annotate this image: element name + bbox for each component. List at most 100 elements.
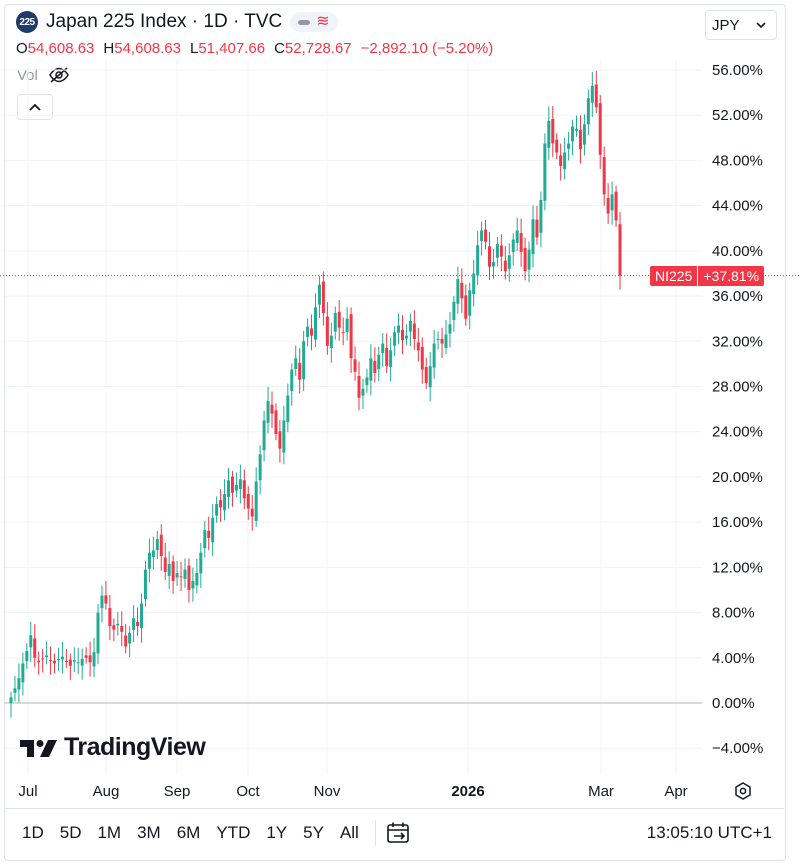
candle[interactable] xyxy=(72,647,76,673)
candle[interactable] xyxy=(507,243,511,282)
candle[interactable] xyxy=(594,70,598,114)
candle[interactable] xyxy=(503,245,507,280)
candle[interactable] xyxy=(227,467,230,509)
candle[interactable] xyxy=(167,551,171,590)
candle[interactable] xyxy=(310,314,314,351)
candle[interactable] xyxy=(361,378,365,410)
candle[interactable] xyxy=(120,611,124,647)
price-chart[interactable]: 56.00% 52.00% 48.00% 44.00% 40.00% 36.00% 32.0… xyxy=(0,0,800,808)
candle[interactable] xyxy=(436,331,440,350)
candle[interactable] xyxy=(432,330,436,379)
candle[interactable] xyxy=(567,131,571,161)
candle[interactable] xyxy=(298,348,302,394)
candle[interactable] xyxy=(159,524,163,571)
candle[interactable] xyxy=(37,651,41,675)
candle[interactable] xyxy=(428,351,432,402)
candle[interactable] xyxy=(254,467,258,527)
candle[interactable] xyxy=(29,621,33,663)
candle[interactable] xyxy=(602,146,606,206)
candle[interactable] xyxy=(527,241,531,283)
candle[interactable] xyxy=(547,106,551,160)
candle[interactable] xyxy=(60,641,64,674)
chart-settings-icon[interactable] xyxy=(734,782,752,800)
candle[interactable] xyxy=(416,328,420,362)
candle[interactable] xyxy=(171,555,175,594)
candle[interactable] xyxy=(112,618,116,642)
candle[interactable] xyxy=(187,558,191,603)
candle[interactable] xyxy=(84,647,88,664)
range-button-1y[interactable]: 1Y xyxy=(266,823,288,842)
candle[interactable] xyxy=(132,605,136,642)
candle[interactable] xyxy=(199,543,203,589)
candle[interactable] xyxy=(424,357,428,389)
candle[interactable] xyxy=(286,383,290,433)
clock-time[interactable]: 13:05:10 UTC+1 xyxy=(646,823,772,842)
range-button-3m[interactable]: 3M xyxy=(137,823,161,842)
candle[interactable] xyxy=(195,558,199,594)
candle[interactable] xyxy=(606,183,610,224)
candle[interactable] xyxy=(155,530,159,560)
candle[interactable] xyxy=(515,217,519,251)
candle[interactable] xyxy=(610,181,614,225)
candle[interactable] xyxy=(80,648,84,680)
candle[interactable] xyxy=(586,89,590,136)
range-button-5d[interactable]: 5D xyxy=(59,823,82,842)
candle[interactable] xyxy=(68,653,72,681)
candle[interactable] xyxy=(408,313,412,347)
range-button-1m[interactable]: 1M xyxy=(97,823,122,842)
tradingview-logo[interactable]: TradingView xyxy=(20,733,206,762)
candle[interactable] xyxy=(258,445,262,495)
candle[interactable] xyxy=(108,595,112,641)
candle[interactable] xyxy=(488,231,491,280)
candle[interactable] xyxy=(13,675,17,702)
candle[interactable] xyxy=(412,310,416,350)
symbol-badge[interactable]: 225 xyxy=(16,11,38,33)
candle[interactable] xyxy=(389,337,393,382)
candle[interactable] xyxy=(76,647,80,675)
candle[interactable] xyxy=(203,520,207,558)
candle[interactable] xyxy=(56,647,60,671)
candle[interactable] xyxy=(191,567,195,602)
candle[interactable] xyxy=(484,219,488,250)
range-button-all[interactable]: All xyxy=(339,823,359,842)
candle[interactable] xyxy=(17,663,21,703)
range-button-1d[interactable]: 1D xyxy=(22,823,44,842)
candle[interactable] xyxy=(183,558,187,588)
candle[interactable] xyxy=(223,479,227,521)
candle[interactable] xyxy=(578,115,582,164)
candle[interactable] xyxy=(499,234,503,272)
candle[interactable] xyxy=(282,405,286,465)
candle[interactable] xyxy=(341,317,345,346)
candle[interactable] xyxy=(9,691,13,718)
candle[interactable] xyxy=(448,311,452,348)
candle[interactable] xyxy=(472,259,476,307)
candle[interactable] xyxy=(250,495,254,531)
candle[interactable] xyxy=(404,324,408,345)
candle[interactable] xyxy=(353,346,357,381)
range-button-ytd[interactable]: YTD xyxy=(216,823,251,842)
candle[interactable] xyxy=(393,326,397,356)
candle[interactable] xyxy=(551,106,555,158)
candle[interactable] xyxy=(614,185,618,227)
candle[interactable] xyxy=(325,302,329,355)
candle[interactable] xyxy=(151,536,155,570)
candle[interactable] xyxy=(317,276,321,319)
candle[interactable] xyxy=(262,410,266,462)
candle[interactable] xyxy=(385,333,389,374)
candle[interactable] xyxy=(333,306,337,340)
candle[interactable] xyxy=(495,237,499,267)
candle[interactable] xyxy=(100,585,104,623)
candle[interactable] xyxy=(523,237,527,281)
candle[interactable] xyxy=(290,363,294,406)
candle[interactable] xyxy=(124,623,128,654)
candle[interactable] xyxy=(234,472,238,498)
candle[interactable] xyxy=(460,268,464,313)
candle[interactable] xyxy=(444,319,448,355)
candle[interactable] xyxy=(365,368,369,393)
candle[interactable] xyxy=(575,115,578,137)
candle[interactable] xyxy=(270,391,274,429)
candle[interactable] xyxy=(582,114,586,156)
candle[interactable] xyxy=(306,318,310,347)
candle[interactable] xyxy=(140,593,143,643)
candle[interactable] xyxy=(456,266,460,314)
